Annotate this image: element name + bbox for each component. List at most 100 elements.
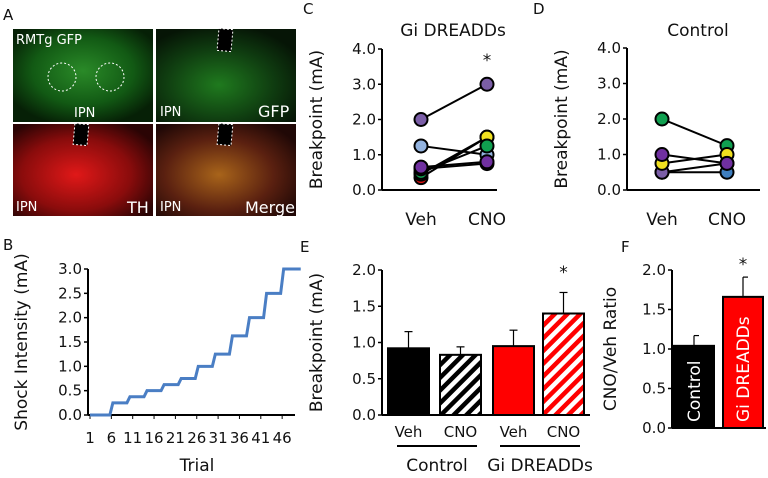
subject-point (479, 154, 495, 170)
y-tick-label: 1.0 (642, 340, 666, 358)
y-tick-label: 3.0 (58, 260, 82, 278)
cannula-outline (216, 27, 234, 53)
y-tick-label: 0.0 (642, 419, 666, 437)
group-label: Control (406, 456, 467, 476)
bar (439, 353, 482, 417)
y-axis-label: Breakpoint (mA) (307, 50, 327, 189)
micrograph-rmtg-gfp (13, 29, 153, 122)
group-label: Gi DREADDs (487, 456, 593, 476)
region-label: IPN (74, 106, 95, 121)
panel-label-c: C (303, 0, 313, 18)
y-axis-label: CNO/Veh Ratio (601, 287, 621, 411)
subject-line (661, 153, 728, 165)
y-tick-label: 2.0 (352, 261, 376, 279)
region-label: IPN (16, 200, 37, 215)
subject-point (479, 76, 495, 92)
significance-star: * (559, 263, 568, 283)
x-category-label: CNO (444, 423, 478, 441)
subject-point (719, 155, 735, 171)
y-tick-label: 2.0 (58, 309, 82, 327)
region-label: IPN (160, 200, 181, 215)
x-category-label: CNO (708, 210, 746, 230)
chart-e-breakpoint-bars: 0.0 0.5 1.0 1.5 2.0 Breakpoint (mA) Veh CNO Veh C… (307, 261, 593, 476)
bar (542, 312, 585, 416)
y-tick-label: 2.5 (58, 284, 82, 302)
subject-point (654, 147, 670, 162)
micrograph-label: Merge (245, 198, 295, 217)
y-tick-label: 0.5 (58, 382, 82, 400)
y-tick-label: 0.0 (352, 181, 376, 199)
panel-label-a: A (3, 6, 14, 24)
y-tick-label: 1.0 (58, 357, 82, 375)
x-category-label: CNO (547, 423, 581, 441)
subject-point (654, 111, 670, 127)
y-tick-label: 1.0 (597, 146, 621, 164)
subject-point (413, 138, 429, 154)
subject-point (413, 159, 429, 175)
subject-line (661, 118, 728, 147)
bar-label: Control (685, 361, 705, 422)
y-tick-label: 1.0 (352, 146, 376, 164)
x-category-label: Veh (500, 423, 528, 441)
cannula-outline (216, 122, 234, 147)
chart-title: Gi DREADDs (400, 21, 506, 41)
subject-line (661, 162, 728, 174)
x-category-label: Veh (405, 210, 437, 230)
bar (722, 295, 764, 429)
subject-line (420, 160, 488, 169)
chart-d-control: 0.0 1.0 2.0 3.0 4.0 Breakpoint (mA) Control Veh… (552, 21, 760, 230)
rmtg-outline-left (47, 62, 77, 92)
y-tick-label: 0.0 (58, 406, 82, 424)
subject-line (420, 83, 488, 121)
subject-line (420, 144, 488, 156)
x-tick-label: 1 (85, 429, 95, 447)
chart-f-ratio-bars: 0.0 0.5 1.0 1.5 2.0 CNO/Veh Ratio Control Gi DR… (601, 255, 766, 437)
subject-point (413, 112, 429, 127)
y-tick-label: 0.5 (352, 370, 376, 388)
chart-b-shock-intensity: 0.0 0.5 1.0 1.5 2.0 2.5 3.0 Shock Intensity (mA… (12, 253, 301, 476)
bar (387, 347, 430, 416)
micrograph-label: RMTg GFP (16, 33, 82, 48)
x-tick-label: 46 (273, 429, 292, 447)
y-tick-label: 0.0 (352, 406, 376, 424)
y-tick-label: 2.0 (642, 261, 666, 279)
x-axis-label: Trial (179, 456, 215, 476)
x-tick-label: 21 (166, 429, 185, 447)
x-tick-label: 36 (230, 429, 249, 447)
y-tick-label: 1.0 (352, 334, 376, 352)
x-tick-label: 41 (251, 429, 270, 447)
panel-label-d: D (533, 0, 545, 18)
y-tick-label: 2.0 (352, 111, 376, 129)
chart-c-gi-dreadds: 0.0 1.0 2.0 3.0 4.0 Breakpoint (mA) Gi DREADDs… (307, 21, 506, 230)
y-tick-label: 2.0 (597, 110, 621, 128)
shock-intensity-line (90, 267, 301, 417)
subject-line (420, 162, 488, 170)
x-category-label: Veh (646, 210, 678, 230)
x-tick-label: 6 (107, 429, 117, 447)
panel-label-e: E (300, 238, 309, 256)
y-axis-label: Shock Intensity (mA) (12, 253, 32, 430)
x-tick-label: 16 (145, 429, 164, 447)
y-axis-label: Breakpoint (mA) (552, 49, 572, 188)
y-tick-label: 1.5 (58, 333, 82, 351)
y-tick-label: 4.0 (352, 40, 376, 58)
significance-star: * (739, 255, 748, 275)
micrograph-label: TH (126, 198, 149, 217)
y-tick-label: 1.5 (642, 301, 666, 319)
subject-point (479, 138, 495, 154)
y-tick-label: 1.5 (352, 297, 376, 315)
y-tick-label: 0.0 (597, 181, 621, 199)
bar (673, 344, 715, 429)
x-category-label: CNO (468, 210, 506, 230)
region-label: IPN (160, 105, 181, 120)
y-tick-label: 3.0 (597, 75, 621, 93)
y-tick-label: 0.5 (642, 380, 666, 398)
significance-star: * (483, 51, 492, 71)
micrograph-label: GFP (258, 102, 290, 121)
panel-a: A RMTg GFP IPN IPN GFP IPN TH IPN Merge (3, 6, 296, 217)
y-tick-label: 4.0 (597, 39, 621, 57)
chart-title: Control (667, 21, 728, 41)
x-category-label: Veh (395, 423, 423, 441)
x-tick-label: 11 (123, 429, 142, 447)
